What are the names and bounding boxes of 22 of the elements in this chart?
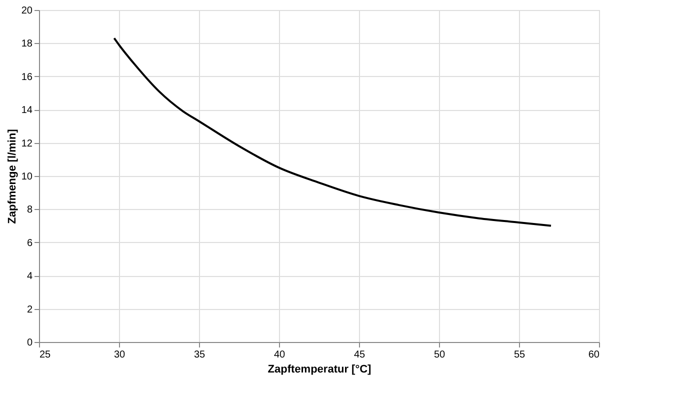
x-tick-label: 50 — [434, 350, 446, 360]
x-tick-label: 35 — [194, 350, 206, 360]
y-tick-label: 4 — [26, 271, 33, 282]
y-tick-label: 0 — [26, 338, 33, 348]
y-tick-label: 16 — [21, 72, 33, 83]
y-tick-label: 18 — [21, 38, 33, 50]
y-tick-label: 8 — [26, 204, 33, 216]
y-axis-title: Zapfmenge [l/min] — [6, 128, 18, 224]
y-tick-label: 20 — [21, 6, 33, 16]
y-tick-label: 12 — [21, 138, 33, 150]
x-tick-label: 45 — [354, 350, 366, 360]
x-tick-label: 25 — [40, 350, 52, 360]
y-tick-label: 14 — [21, 105, 33, 116]
x-tick-label: 60 — [588, 350, 600, 360]
line-series — [113, 37, 552, 227]
x-tick-label: 40 — [274, 350, 286, 360]
y-tick-label: 10 — [21, 172, 33, 182]
y-tick-label: 6 — [26, 238, 33, 249]
x-tick-label: 30 — [114, 350, 126, 360]
x-tick-label: 55 — [514, 350, 526, 360]
x-axis-title: Zapftemperatur [°C] — [268, 364, 372, 376]
y-tick-label: 2 — [26, 304, 33, 316]
